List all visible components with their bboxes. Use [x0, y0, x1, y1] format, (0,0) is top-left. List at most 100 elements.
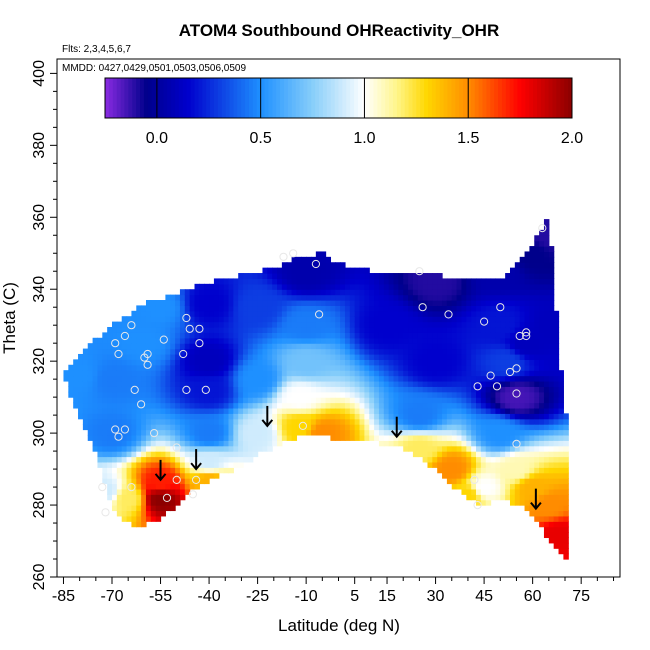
heatmap-cell: [529, 267, 535, 274]
heatmap-cell: [281, 380, 288, 387]
heatmap-cell: [296, 407, 302, 414]
heatmap-cell: [238, 418, 244, 425]
heatmap-cell: [291, 305, 298, 312]
heatmap-cell: [243, 278, 249, 285]
heatmap-cell: [539, 434, 545, 441]
heatmap-cell: [354, 273, 361, 280]
heatmap-cell: [383, 407, 390, 414]
heatmap-cell: [524, 321, 530, 328]
heatmap-cell: [107, 440, 113, 447]
heatmap-cell: [369, 370, 375, 377]
heatmap-cell: [145, 359, 152, 366]
heatmap-cell: [393, 370, 399, 377]
heatmap-cell: [199, 283, 205, 290]
heatmap-cell: [495, 348, 501, 355]
heatmap-cell: [534, 240, 540, 247]
heatmap-cell: [199, 478, 205, 485]
heatmap-cell: [369, 310, 375, 317]
heatmap-cell: [509, 456, 516, 463]
heatmap-cell: [456, 294, 463, 301]
heatmap-cell: [427, 413, 433, 420]
heatmap-cell: [539, 515, 545, 522]
heatmap-cell: [78, 391, 84, 398]
heatmap-cell: [165, 456, 171, 463]
heatmap-cell: [446, 478, 453, 485]
heatmap-cell: [461, 348, 467, 355]
heatmap-cell: [306, 332, 312, 339]
heatmap-cell: [514, 461, 521, 468]
heatmap-cell: [209, 332, 215, 339]
heatmap-cell: [476, 343, 482, 350]
heatmap-cell: [145, 316, 152, 323]
heatmap-cell: [184, 321, 191, 328]
heatmap-cell: [359, 267, 365, 274]
heatmap-cell: [267, 289, 273, 296]
heatmap-cell: [131, 461, 137, 468]
heatmap-cell: [378, 413, 385, 420]
heatmap-cell: [495, 445, 501, 452]
heatmap-cell: [485, 488, 492, 495]
heatmap-cell: [175, 478, 181, 485]
heatmap-cell: [543, 364, 550, 371]
heatmap-cell: [529, 467, 535, 474]
heatmap-cell: [354, 364, 361, 371]
heatmap-cell: [175, 359, 181, 366]
heatmap-cell: [442, 407, 448, 414]
colorbar-segment: [147, 78, 153, 118]
heatmap-cell: [301, 310, 307, 317]
heatmap-cell: [330, 300, 336, 307]
heatmap-cell: [514, 451, 521, 458]
heatmap-cell: [446, 316, 453, 323]
colorbar-segment: [385, 78, 390, 118]
heatmap-cell: [243, 375, 249, 382]
heatmap-cell: [437, 305, 443, 312]
heatmap-cell: [524, 267, 530, 274]
heatmap-cell: [456, 289, 463, 296]
heatmap-cell: [92, 418, 99, 425]
heatmap-cell: [563, 418, 569, 425]
heatmap-cell: [505, 456, 511, 463]
heatmap-cell: [209, 440, 215, 447]
heatmap-cell: [408, 316, 414, 323]
heatmap-cell: [364, 316, 370, 323]
heatmap-cell: [524, 380, 530, 387]
heatmap-cell: [543, 370, 550, 377]
heatmap-cell: [175, 332, 181, 339]
heatmap-cell: [223, 326, 230, 333]
heatmap-cell: [442, 370, 448, 377]
heatmap-cell: [145, 499, 152, 506]
heatmap-cell: [165, 434, 171, 441]
sample-point-marker: [172, 443, 181, 452]
heatmap-cell: [412, 434, 419, 441]
sample-point-marker: [492, 382, 502, 391]
heatmap-cell: [374, 300, 380, 307]
heatmap-cell: [378, 397, 385, 404]
heatmap-cell: [437, 418, 443, 425]
heatmap-cell: [102, 391, 108, 398]
heatmap-cell: [209, 456, 215, 463]
heatmap-cell: [369, 283, 375, 290]
heatmap-cell: [383, 375, 390, 382]
heatmap-cell: [194, 407, 200, 414]
heatmap-cell: [277, 386, 283, 393]
heatmap-cell: [422, 300, 429, 307]
heatmap-cell: [170, 300, 176, 307]
heatmap-cell: [393, 283, 399, 290]
heatmap-cell: [553, 494, 560, 501]
colorbar-segment: [540, 78, 546, 118]
heatmap-cell: [267, 391, 273, 398]
heatmap-cell: [548, 505, 555, 512]
heatmap-cell: [553, 413, 560, 420]
heatmap-cell: [393, 386, 399, 393]
heatmap-cell: [311, 348, 317, 355]
heatmap-cell: [252, 305, 259, 312]
heatmap-cell: [442, 343, 448, 350]
heatmap-cell: [548, 289, 555, 296]
heatmap-cell: [170, 364, 176, 371]
heatmap-cell: [466, 391, 472, 398]
heatmap-cell: [126, 353, 133, 360]
heatmap-cell: [369, 364, 375, 371]
heatmap-cell: [456, 380, 463, 387]
heatmap-cell: [359, 326, 365, 333]
colorbar-segment: [241, 78, 246, 118]
